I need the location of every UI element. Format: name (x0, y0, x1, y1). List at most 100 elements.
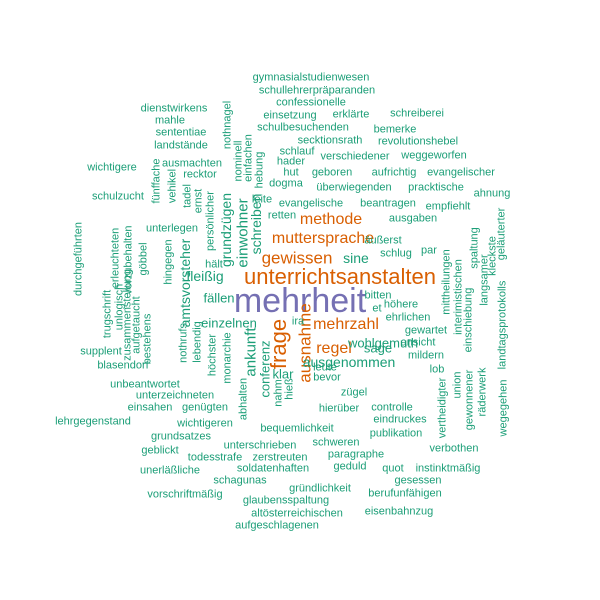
word-mehrheit: mehrheit (233, 282, 367, 320)
word-mittheilungen: mittheilungen (440, 249, 453, 315)
word-geboren: geboren (311, 166, 353, 179)
word-gewonnener: gewonnener (463, 369, 476, 431)
word-aufgeschlagenen: aufgeschlagenen (235, 519, 319, 532)
word-einsetzung: einsetzung (263, 109, 317, 122)
word-zuegel: zügel (340, 386, 368, 399)
word-wichtigeren: wichtigeren (177, 417, 233, 430)
word-lebendig: lebendig (191, 321, 204, 363)
word-hader: hader (276, 155, 306, 168)
word-verschiedener: verschiedener (320, 150, 390, 163)
word-goebbel: göbbel (137, 242, 150, 276)
word-raederwerk: räderwerk (476, 367, 489, 417)
word-dienstwirkens: dienstwirkens (140, 102, 208, 115)
word-ueberwiegenden: überwiegenden (316, 181, 392, 194)
word-landtagsprotokolls: landtagsprotokolls (496, 280, 509, 370)
word-mahle: mahle (155, 114, 185, 127)
word-methode: methode (299, 211, 363, 228)
word-fleissig: fleißig (186, 268, 224, 284)
word-mehrzahl: mehrzahl (313, 316, 379, 333)
word-ernst: ernst (192, 188, 205, 214)
word-unerlaessliche: unerläßliche (140, 464, 200, 477)
word-conferenz: conferenz (257, 340, 273, 398)
word-abhalten: abhalten (237, 377, 250, 421)
word-hingegen: hingegen (162, 239, 175, 285)
word-ausmachten: ausmachten (162, 157, 222, 170)
word-unterzeichneten: unterzeichneten (135, 389, 215, 402)
word-aufrichtig: aufrichtig (371, 166, 417, 179)
word-schagunas: schagunas (213, 474, 267, 487)
word-unterschrieben: unterschrieben (223, 439, 297, 452)
word-pracktische: pracktische (408, 181, 464, 194)
word-schlauf: schlauf (279, 145, 315, 158)
word-zusammenstellung: zusammenstellung (121, 269, 134, 361)
word-paragraphe: paragraphe (327, 448, 385, 461)
word-nothrufs: nothrufs (177, 323, 190, 363)
word-einzelnen: einzelnen (201, 315, 257, 331)
word-unbeantwortet: unbeantwortet (110, 378, 180, 391)
word-durchgefuehrten: durchgeführten (72, 222, 85, 296)
word-confessionelle: confessionelle (276, 96, 346, 109)
word-haelt: hält (205, 258, 223, 271)
word-persoenlicher: persönlicher (204, 191, 217, 251)
word-ira: ira (291, 315, 305, 328)
word-schullehrerpraeparanden: schullehrerpräparanden (258, 84, 376, 97)
word-quot: quot (382, 462, 404, 475)
word-bevor: bevor (313, 371, 341, 384)
word-gymnasialstudienwesen: gymnasialstudienwesen (252, 71, 370, 84)
word-wegegehen: wegegehen (497, 379, 510, 437)
word-dogma: dogma (269, 177, 303, 190)
word-ahnung: ahnung (473, 187, 511, 200)
word-sententiae: sententiae (155, 126, 207, 139)
word-et: et (372, 302, 382, 315)
word-weggeworfen: weggeworfen (401, 149, 467, 162)
word-geblickt: geblickt (141, 444, 179, 457)
word-gewissen: gewissen (261, 248, 333, 268)
word-monarchie: monarchie (221, 332, 234, 384)
word-union: union (451, 371, 464, 399)
word-verbothen: verbothen (429, 442, 479, 455)
word-gruendlichkeit: gründlichkeit (289, 482, 351, 495)
word-faellen: fällen (203, 290, 235, 306)
word-fuenffache: fünffache (150, 158, 163, 204)
word-regel: regel (316, 340, 352, 357)
word-lehrgegenstand: lehrgegenstand (55, 415, 131, 428)
word-vertheidigter: vertheidigter (436, 377, 449, 439)
word-bemerke: bemerke (373, 123, 417, 136)
word-eisenbahnzug: eisenbahnzug (364, 505, 434, 518)
word-klar: klar (272, 366, 294, 382)
word-eindruckes: eindruckes (373, 413, 427, 426)
word-ansicht: ansicht (400, 336, 436, 349)
word-schlug: schlug (380, 247, 412, 260)
word-retten: retten (267, 209, 297, 222)
word-bequemlichkeit: bequemlichkeit (260, 422, 334, 435)
word-wohlgemuth: wohlgemuth (347, 335, 419, 351)
word-supplent: supplent (80, 345, 122, 358)
word-secktionsrath: secktionsrath (297, 134, 363, 147)
word-leute: leute (313, 361, 337, 374)
word-ankunft: ankunft (242, 327, 260, 377)
word-instinktmaessig: instinktmäßig (415, 462, 481, 475)
word-erleuchteten: erleuchteten (109, 227, 122, 289)
word-grundsatzes: grundsatzes (151, 430, 211, 443)
word-glaubensspaltung: glaubensspaltung (242, 494, 330, 507)
word-hierueber: hierüber (318, 402, 360, 415)
word-schweren: schweren (312, 436, 360, 449)
word-evangelischer: evangelischer (427, 166, 495, 179)
word-zerstreuten: zerstreuten (252, 451, 308, 464)
word-trugschrift: trugschrift (101, 289, 114, 339)
word-gelaeuterter: geläuterter (495, 207, 508, 261)
word-schulbesuchenden: schulbesuchenden (257, 121, 349, 134)
word-unterrichtsanstalten: unterrichtsanstalten (244, 264, 436, 289)
word-ausgaben: ausgaben (388, 212, 438, 225)
word-geduld: geduld (333, 460, 367, 473)
word-einschiebung: einschiebung (462, 287, 475, 353)
word-landstaende: landstände (154, 139, 208, 152)
word-erklaerte: erklärte (332, 108, 370, 121)
word-mildern: mildern (407, 349, 445, 362)
word-gesessen: gesessen (394, 474, 442, 487)
word-par: par (421, 244, 437, 257)
word-publikation: publikation (369, 427, 423, 440)
word-empfiehlt: empfiehlt (425, 200, 471, 213)
word-hebung: hebung (253, 151, 266, 189)
